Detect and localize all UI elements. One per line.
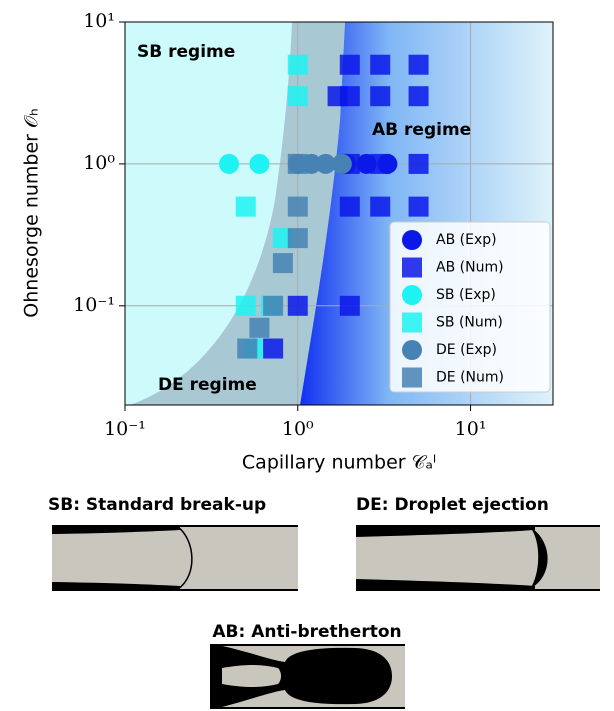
point [287,153,308,174]
point [272,253,293,274]
legend-label: DE (Exp) [436,342,497,358]
regime-label: DE regime [158,375,257,395]
point [219,153,240,174]
point [249,153,270,174]
y-axis-label: Ohnesorge number 𝒪ₕ [21,108,43,317]
point [331,153,352,174]
de-schematic [356,525,600,591]
point [263,338,284,359]
regime-label: AB regime [372,120,471,140]
film [52,526,180,590]
point [356,153,377,174]
point [249,317,270,338]
point [339,196,360,217]
point [370,86,391,107]
point [287,228,308,249]
point [315,153,336,174]
point [339,54,360,75]
point [377,153,398,174]
legend-label: AB (Num) [436,260,504,276]
point [370,196,391,217]
interface [530,527,548,589]
legend-marker [402,230,422,250]
panel-title: SB: Standard break-up [48,495,266,515]
legend: AB (Exp) AB (Num) SB (Exp) SB (Num) DE (Exp)… [389,221,551,393]
point [301,153,322,174]
film [356,526,535,590]
legend-box [389,221,551,393]
point [408,153,429,174]
point [370,54,391,75]
legend-marker [402,257,422,278]
legend-marker [402,367,422,388]
y-tick-label: 10⁻¹ [73,294,115,316]
legend-label: DE (Num) [436,370,504,386]
panel-title: AB: Anti-bretherton [212,622,401,642]
point [237,338,258,359]
marks [219,54,429,359]
interface [177,526,193,590]
panel-title: DE: Droplet ejection [356,495,549,515]
point [339,295,360,316]
point [287,86,308,107]
point [408,54,429,75]
neck [222,665,281,687]
point [287,295,308,316]
x-tick-label: 10⁻¹ [104,418,146,440]
y-tick-label: 10⁰ [83,152,115,174]
point [408,86,429,107]
x-tick-label: 10¹ [455,418,487,440]
point [287,196,308,217]
legend-marker [402,340,422,360]
point [408,196,429,217]
x-axis-label: Capillary number 𝒞ₐˡ [242,452,436,474]
point [235,196,256,217]
legend-label: SB (Num) [436,315,503,331]
legend-marker [402,312,422,333]
point [339,86,360,107]
tube [52,526,298,590]
x-tick-label: 10⁰ [282,418,314,440]
point [235,295,256,316]
y-tick-label: 10¹ [83,10,115,32]
legend-marker [402,285,422,305]
plot-frame [124,21,554,406]
bubble [210,645,392,708]
legend-label: SB (Exp) [436,287,496,303]
point [263,295,284,316]
sb-schematic [52,525,298,591]
legend-label: AB (Exp) [436,232,497,248]
regime-label: SB regime [137,42,235,62]
ab-schematic [210,644,405,709]
point [287,54,308,75]
tube [356,526,600,590]
